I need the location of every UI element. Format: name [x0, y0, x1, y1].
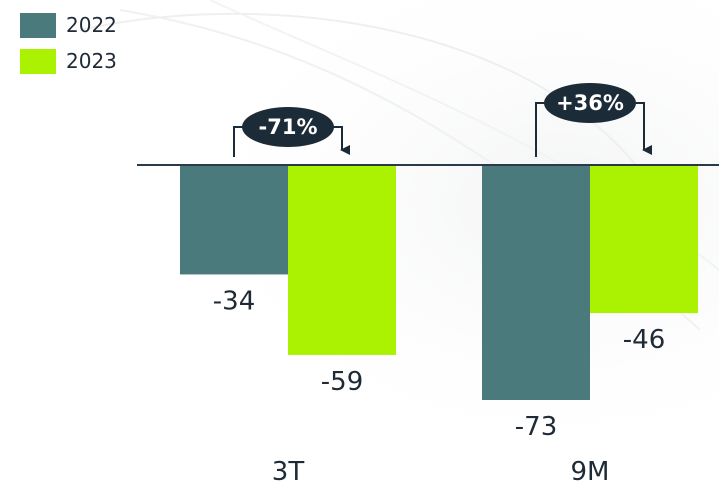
legend: 2022 2023: [20, 10, 117, 82]
change-badge-label-9m: +36%: [556, 91, 624, 115]
data-label-9m-2023: -46: [623, 325, 665, 355]
bar-3t-2022: [180, 166, 288, 275]
change-badge-label-3t: -71%: [259, 115, 318, 139]
bar-3t-2023: [288, 166, 396, 355]
bar-9m-2022: [482, 166, 590, 400]
legend-swatch-2022: [20, 12, 56, 38]
category-label-9m: 9M: [571, 457, 610, 483]
legend-item-2023: 2023: [20, 46, 117, 76]
legend-label-2023: 2023: [66, 49, 117, 73]
bar-9m-2023: [590, 166, 698, 314]
legend-swatch-2023: [20, 48, 56, 74]
change-badge-9m: [544, 83, 636, 123]
data-label-9m-2022: -73: [515, 412, 557, 442]
legend-label-2022: 2022: [66, 13, 117, 37]
category-label-3t: 3T: [272, 457, 305, 483]
legend-item-2022: 2022: [20, 10, 117, 40]
data-label-3t-2023: -59: [321, 367, 363, 397]
data-label-3t-2022: -34: [213, 286, 255, 316]
change-badge-3t: [242, 107, 334, 147]
